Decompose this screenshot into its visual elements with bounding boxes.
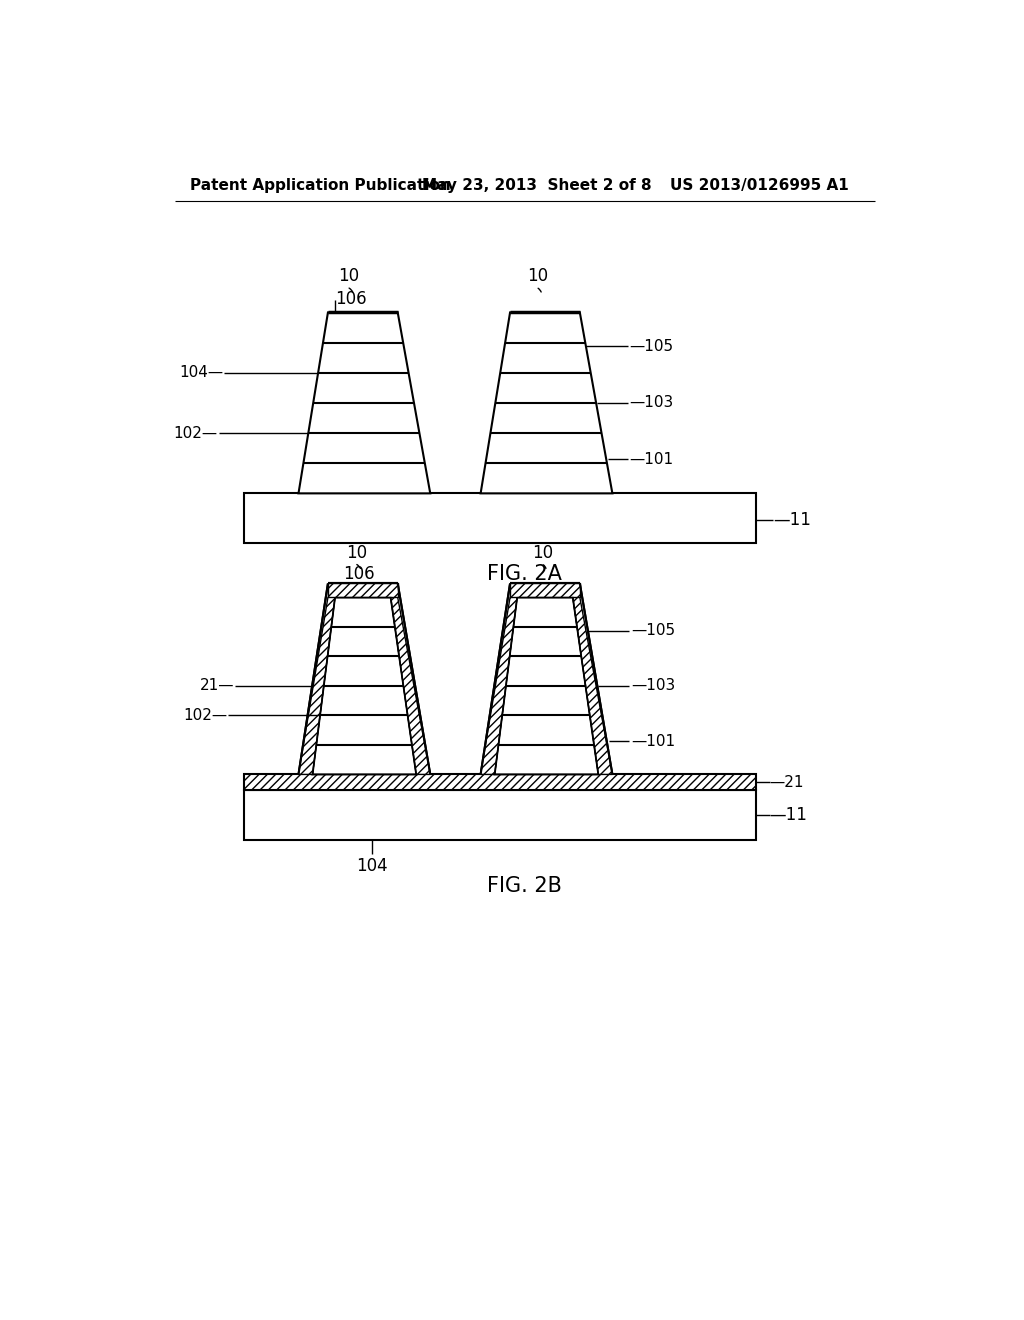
Bar [245, 775, 756, 789]
Polygon shape [572, 598, 612, 775]
Polygon shape [391, 598, 430, 775]
Bar [245, 789, 756, 840]
Text: —103: —103 [631, 678, 675, 693]
Text: 104: 104 [356, 857, 388, 875]
Bar [245, 494, 756, 544]
Polygon shape [299, 313, 430, 494]
Text: FIG. 2B: FIG. 2B [487, 876, 562, 896]
Text: 102—: 102— [174, 425, 218, 441]
Text: 10: 10 [338, 268, 359, 285]
Text: 21—: 21— [200, 678, 234, 693]
Text: 10: 10 [346, 544, 368, 562]
Polygon shape [480, 598, 517, 775]
Text: 106: 106 [343, 565, 375, 583]
Text: FIG. 2A: FIG. 2A [487, 564, 562, 585]
Text: US 2013/0126995 A1: US 2013/0126995 A1 [671, 178, 849, 193]
Text: —11: —11 [773, 511, 811, 529]
Text: —101: —101 [631, 734, 675, 748]
Text: 104—: 104— [179, 366, 223, 380]
Text: 106: 106 [335, 289, 367, 308]
Text: —101: —101 [630, 451, 674, 467]
Text: 10: 10 [526, 268, 548, 285]
Text: Patent Application Publication: Patent Application Publication [190, 178, 451, 193]
Polygon shape [312, 598, 417, 775]
Text: —11: —11 [770, 807, 808, 824]
Polygon shape [510, 583, 580, 598]
Text: May 23, 2013  Sheet 2 of 8: May 23, 2013 Sheet 2 of 8 [423, 178, 652, 193]
Polygon shape [480, 313, 612, 494]
Text: —105: —105 [630, 339, 674, 354]
Text: —103: —103 [630, 396, 674, 411]
Polygon shape [299, 598, 335, 775]
Polygon shape [328, 583, 397, 598]
Text: 10: 10 [532, 544, 553, 562]
Text: —105: —105 [631, 623, 675, 638]
Text: —21: —21 [770, 775, 804, 789]
Text: 102—: 102— [183, 708, 227, 723]
Polygon shape [495, 598, 598, 775]
